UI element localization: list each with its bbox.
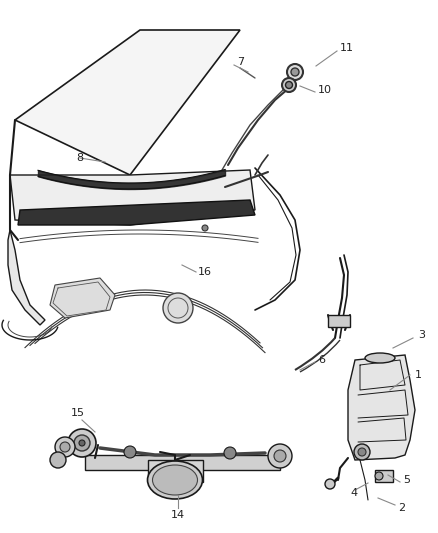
Text: 1: 1 xyxy=(415,370,422,380)
Polygon shape xyxy=(18,200,255,225)
Circle shape xyxy=(55,437,75,457)
Text: 16: 16 xyxy=(198,267,212,277)
Text: 10: 10 xyxy=(318,85,332,95)
Circle shape xyxy=(79,440,85,446)
Bar xyxy=(375,470,393,482)
Ellipse shape xyxy=(365,353,395,363)
Bar xyxy=(85,455,280,470)
Text: 8: 8 xyxy=(76,153,83,163)
Polygon shape xyxy=(10,170,255,225)
Polygon shape xyxy=(348,355,415,460)
Circle shape xyxy=(274,450,286,462)
Circle shape xyxy=(375,472,383,480)
Polygon shape xyxy=(8,230,45,325)
Circle shape xyxy=(354,444,370,460)
Circle shape xyxy=(358,448,366,456)
Text: 3: 3 xyxy=(418,330,425,340)
Circle shape xyxy=(282,78,296,92)
Bar xyxy=(328,315,350,327)
Circle shape xyxy=(68,429,96,457)
Circle shape xyxy=(287,64,303,80)
Circle shape xyxy=(291,68,299,76)
Bar xyxy=(148,460,203,482)
Text: 6: 6 xyxy=(318,355,325,365)
Circle shape xyxy=(163,293,193,323)
Circle shape xyxy=(286,82,293,88)
Circle shape xyxy=(268,444,292,468)
Text: 5: 5 xyxy=(403,475,410,485)
Ellipse shape xyxy=(148,461,202,499)
Ellipse shape xyxy=(152,465,198,495)
Circle shape xyxy=(124,446,136,458)
Text: 2: 2 xyxy=(398,503,405,513)
Text: 15: 15 xyxy=(71,408,85,418)
Circle shape xyxy=(60,442,70,452)
Polygon shape xyxy=(15,30,240,175)
Circle shape xyxy=(325,479,335,489)
Circle shape xyxy=(224,447,236,459)
Text: 7: 7 xyxy=(237,57,244,67)
Circle shape xyxy=(50,452,66,468)
Polygon shape xyxy=(50,278,115,318)
Text: 11: 11 xyxy=(340,43,354,53)
Circle shape xyxy=(202,225,208,231)
Text: 14: 14 xyxy=(171,510,185,520)
Circle shape xyxy=(74,435,90,451)
Text: 4: 4 xyxy=(351,488,358,498)
